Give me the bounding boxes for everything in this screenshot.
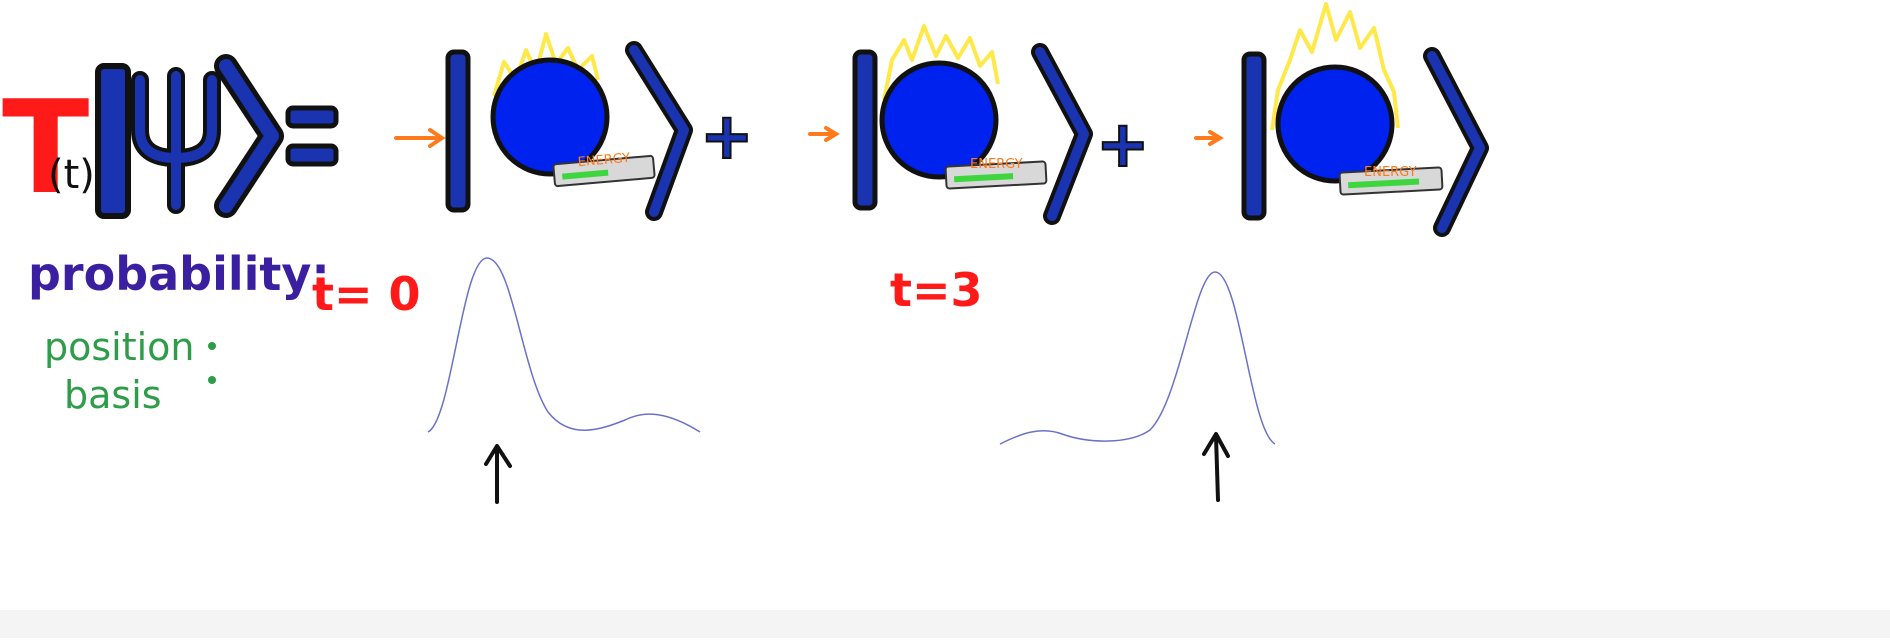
time-label-t0: t= 0	[312, 267, 421, 321]
plus-sign-2: +	[1096, 108, 1150, 182]
ball-2	[879, 60, 999, 180]
basis-label-line-1: position	[44, 325, 195, 369]
ket-1-bar	[445, 49, 471, 213]
energy-fill-1	[562, 169, 609, 180]
ket-2: ENERGY	[808, 24, 1093, 225]
equals-sign	[285, 105, 339, 167]
energy-label-3: ENERGY	[1364, 165, 1417, 180]
operator-argument: (t)	[48, 152, 95, 198]
plus-sign-1: +	[700, 100, 754, 174]
ket-2-bar	[852, 49, 878, 211]
operator-letter: T	[2, 74, 89, 223]
position-arrow-icon	[484, 444, 512, 504]
orange-arrow-icon	[394, 128, 446, 148]
ball-3	[1275, 64, 1395, 184]
orange-arrow-icon	[1194, 130, 1224, 146]
colon-dot	[208, 376, 216, 384]
bottom-strip	[0, 610, 1890, 638]
ket-3-bar	[1241, 51, 1267, 221]
energy-label-2: ENERGY	[970, 157, 1023, 172]
ball-1	[490, 57, 610, 177]
energy-gauge-1: ENERGY	[552, 151, 656, 188]
orange-arrow-icon	[808, 126, 840, 142]
energy-label-1: ENERGY	[577, 151, 631, 171]
energy-fill-2	[954, 173, 1014, 183]
ket-1: ENERGY	[394, 32, 693, 221]
energy-fill-3	[1348, 178, 1420, 189]
colon-dot	[208, 342, 216, 350]
energy-gauge-3: ENERGY	[1338, 165, 1444, 196]
ket-3: ENERGY	[1194, 2, 1489, 237]
probability-title: probability:	[28, 247, 330, 301]
flame-icon	[882, 24, 1000, 101]
time-label-t3: t=3	[890, 263, 983, 317]
position-arrow-icon	[1202, 432, 1230, 502]
basis-label-line-2: basis	[64, 373, 162, 417]
probability-curve-t0	[427, 257, 701, 433]
energy-gauge-2: ENERGY	[944, 157, 1048, 190]
flame-icon	[1270, 2, 1400, 131]
psi-ket-bar	[95, 63, 131, 219]
probability-curve-t3	[999, 271, 1276, 445]
